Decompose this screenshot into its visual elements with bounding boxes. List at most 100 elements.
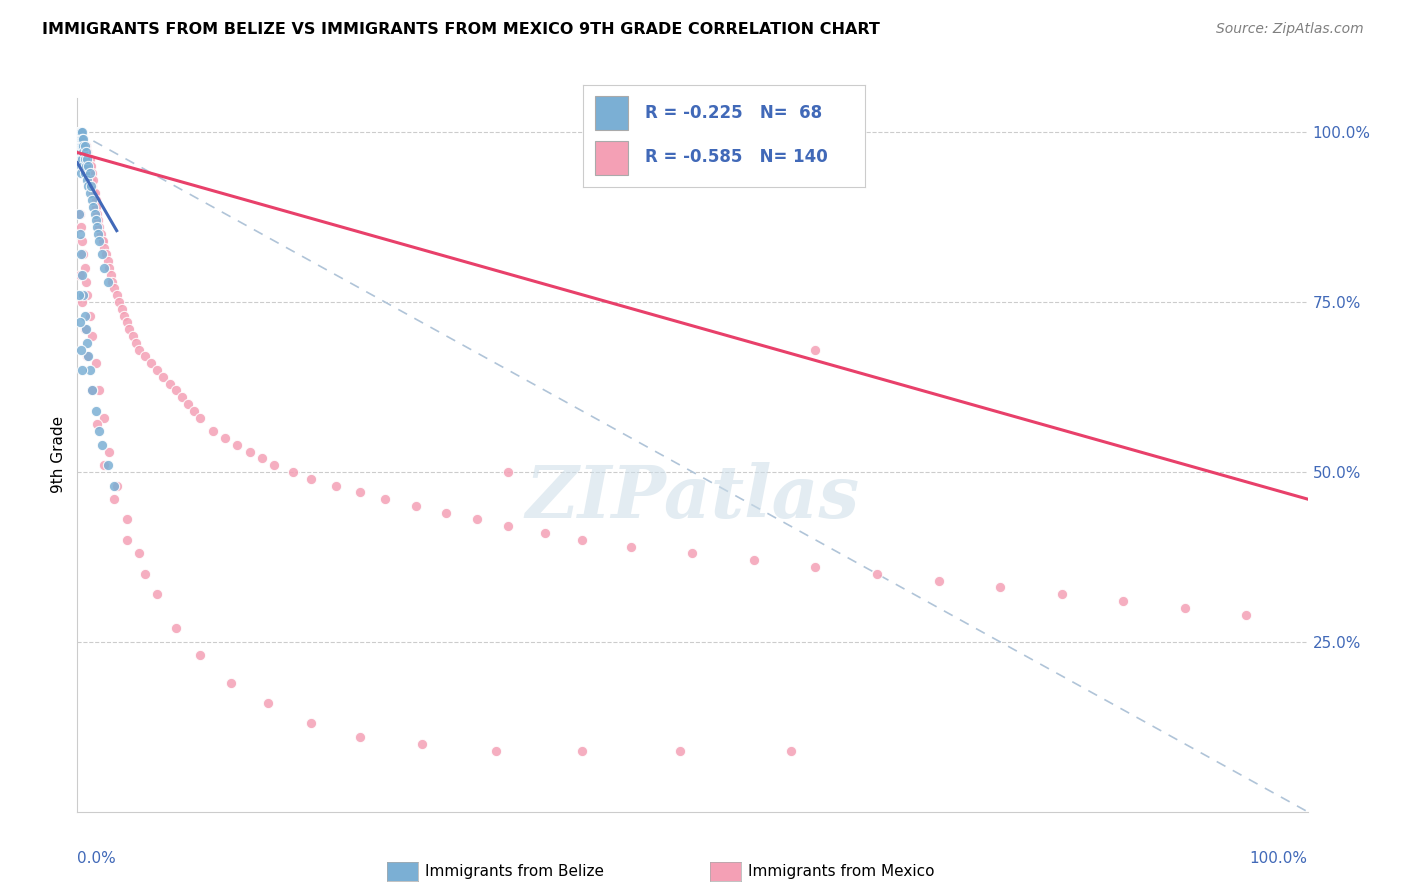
Point [90, 227, 112, 241]
Point [75, 159, 97, 173]
Point [112, 309, 135, 323]
Point [70, 132, 93, 146]
Point [76, 153, 98, 167]
Point [571, 533, 593, 547]
Point [103, 281, 125, 295]
Point [405, 499, 427, 513]
Point [89, 424, 111, 438]
Point [79, 159, 101, 173]
Point [67, 125, 90, 139]
Point [79, 363, 101, 377]
Point [72, 138, 94, 153]
Point [201, 424, 224, 438]
Point [72, 145, 94, 160]
Point [1174, 600, 1197, 615]
Point [70, 159, 93, 173]
Point [89, 384, 111, 398]
Point [115, 533, 138, 547]
Point [1050, 587, 1073, 601]
Point [928, 574, 950, 588]
Point [77, 159, 100, 173]
Point [69, 207, 91, 221]
Point [80, 172, 103, 186]
Point [105, 288, 128, 302]
Point [121, 329, 143, 343]
Text: 0.0%: 0.0% [77, 851, 117, 866]
Point [72, 145, 94, 160]
Point [496, 519, 519, 533]
Point [103, 492, 125, 507]
Point [76, 153, 98, 167]
Point [77, 350, 100, 364]
Point [134, 566, 156, 581]
Point [86, 207, 108, 221]
Point [72, 138, 94, 153]
Point [69, 145, 91, 160]
Point [669, 743, 692, 757]
Point [69, 138, 91, 153]
Point [374, 492, 396, 507]
Point [349, 485, 371, 500]
Point [534, 526, 557, 541]
Point [177, 397, 200, 411]
FancyBboxPatch shape [595, 96, 628, 130]
Point [67, 125, 90, 139]
Point [70, 138, 93, 153]
Point [82, 179, 104, 194]
Point [70, 138, 93, 153]
Point [170, 390, 193, 404]
Point [73, 309, 96, 323]
Point [75, 145, 97, 160]
Point [70, 153, 93, 167]
Point [742, 553, 765, 567]
Point [76, 145, 98, 160]
Point [1234, 607, 1257, 622]
Point [325, 478, 347, 492]
Point [79, 186, 101, 201]
Point [73, 260, 96, 275]
Point [465, 512, 488, 526]
Point [84, 213, 107, 227]
Point [496, 465, 519, 479]
Point [70, 145, 93, 160]
Point [70, 125, 93, 139]
Point [75, 159, 97, 173]
Point [226, 438, 249, 452]
Text: ZIPatlas: ZIPatlas [526, 462, 859, 533]
Point [75, 322, 97, 336]
Point [76, 288, 98, 302]
Point [67, 132, 90, 146]
Point [76, 335, 98, 350]
Point [73, 138, 96, 153]
Point [97, 458, 120, 472]
Point [70, 153, 93, 167]
Point [70, 220, 93, 235]
Point [89, 234, 111, 248]
Point [100, 268, 122, 282]
Point [75, 138, 97, 153]
Point [67, 207, 90, 221]
Point [146, 587, 169, 601]
Text: Immigrants from Mexico: Immigrants from Mexico [748, 864, 935, 879]
Point [349, 730, 371, 744]
Point [93, 410, 115, 425]
Point [214, 431, 236, 445]
Point [73, 166, 96, 180]
Y-axis label: 9th Grade: 9th Grade [51, 417, 66, 493]
Point [70, 363, 93, 377]
Point [281, 465, 304, 479]
Point [804, 560, 827, 574]
Point [1112, 594, 1135, 608]
Point [69, 268, 91, 282]
Point [73, 145, 96, 160]
Point [69, 125, 91, 139]
Point [79, 309, 101, 323]
Point [69, 138, 91, 153]
Point [80, 159, 103, 173]
Point [128, 546, 150, 560]
Point [87, 213, 110, 227]
Point [105, 478, 128, 492]
Point [165, 384, 187, 398]
Point [70, 138, 93, 153]
Point [190, 410, 212, 425]
